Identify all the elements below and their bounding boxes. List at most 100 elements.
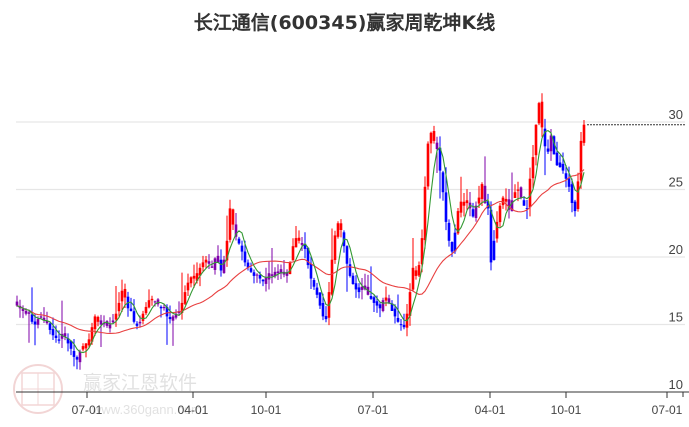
candle <box>72 351 76 357</box>
candle <box>330 259 334 295</box>
candle <box>420 238 424 265</box>
candle <box>315 287 319 295</box>
candle <box>558 162 562 168</box>
candle <box>252 272 256 276</box>
candle <box>354 283 358 290</box>
candle <box>162 306 166 309</box>
watermark-seal-icon <box>13 364 63 414</box>
y-tick-label: 30 <box>669 107 683 122</box>
candle <box>456 211 460 234</box>
x-tick-label: 10-01 <box>251 403 282 417</box>
candle <box>576 181 580 210</box>
candle <box>147 300 151 308</box>
x-tick-label: 04-01 <box>475 403 506 417</box>
candle <box>189 277 193 284</box>
candle <box>285 272 289 276</box>
candle <box>345 246 349 264</box>
candle <box>129 308 133 311</box>
candle <box>333 235 337 261</box>
candle <box>135 323 139 326</box>
candle <box>306 247 310 266</box>
candle <box>96 316 100 322</box>
candle <box>258 275 262 279</box>
candle <box>192 275 196 279</box>
candle <box>417 265 421 276</box>
candle <box>564 173 568 179</box>
candle <box>522 200 526 206</box>
candle <box>459 201 463 213</box>
candle <box>447 222 451 241</box>
candle <box>114 313 118 320</box>
candle <box>138 321 142 324</box>
candle <box>435 142 439 149</box>
x-tick-label: 07-01 <box>72 403 103 417</box>
candle <box>498 205 502 223</box>
candle <box>408 292 412 316</box>
candle <box>153 301 157 303</box>
candle <box>201 262 205 268</box>
candle <box>225 240 229 261</box>
candle <box>231 209 235 225</box>
candle <box>108 324 112 329</box>
candle <box>321 302 325 317</box>
x-tick-label: 10-01 <box>551 403 582 417</box>
candle <box>519 187 523 198</box>
candle <box>63 333 67 337</box>
x-tick-label: 07-01 <box>358 403 389 417</box>
candle <box>474 205 478 218</box>
candle <box>546 148 550 152</box>
y-tick-label: 10 <box>669 377 683 392</box>
candle <box>513 192 517 198</box>
candle <box>438 147 442 171</box>
candle <box>462 201 466 206</box>
candle <box>159 306 163 309</box>
candle <box>39 316 43 318</box>
chart-title: 长江通信(600345)赢家周乾坤K线 <box>193 12 496 34</box>
candle <box>414 270 418 276</box>
candle <box>540 101 544 128</box>
candle <box>486 201 490 209</box>
candle <box>489 209 493 263</box>
candle <box>507 199 511 210</box>
candle <box>93 316 97 330</box>
candle <box>150 298 154 301</box>
candle <box>21 308 25 311</box>
candle <box>339 223 343 230</box>
x-tick-label: 07-01 <box>652 403 683 417</box>
candle <box>15 301 19 306</box>
candle <box>429 132 433 144</box>
candle <box>117 302 121 312</box>
candle <box>516 189 520 191</box>
candle <box>174 313 178 318</box>
candle <box>384 297 388 301</box>
candle <box>441 172 445 193</box>
candle <box>102 323 106 325</box>
candle <box>48 323 52 330</box>
candle <box>288 262 292 275</box>
candle <box>30 314 34 322</box>
candle <box>552 136 556 155</box>
candle <box>390 303 394 311</box>
candle <box>291 246 295 261</box>
candle <box>222 259 226 274</box>
candle <box>240 245 244 252</box>
candle <box>393 308 397 317</box>
candle <box>54 335 58 338</box>
candle <box>312 280 316 287</box>
candle <box>210 266 214 268</box>
candle <box>453 232 457 252</box>
candle <box>534 124 538 156</box>
candle <box>66 338 70 344</box>
candle <box>294 238 298 248</box>
candle <box>387 298 391 303</box>
candle <box>237 238 241 244</box>
candle <box>567 178 571 187</box>
watermark: 赢家江恩软件 www.360gann.com <box>13 364 202 417</box>
x-tick-label: 04-01 <box>178 403 209 417</box>
candle <box>87 339 91 346</box>
candle <box>399 324 403 326</box>
candle <box>303 243 307 249</box>
candle <box>36 319 40 325</box>
candle <box>243 251 247 263</box>
